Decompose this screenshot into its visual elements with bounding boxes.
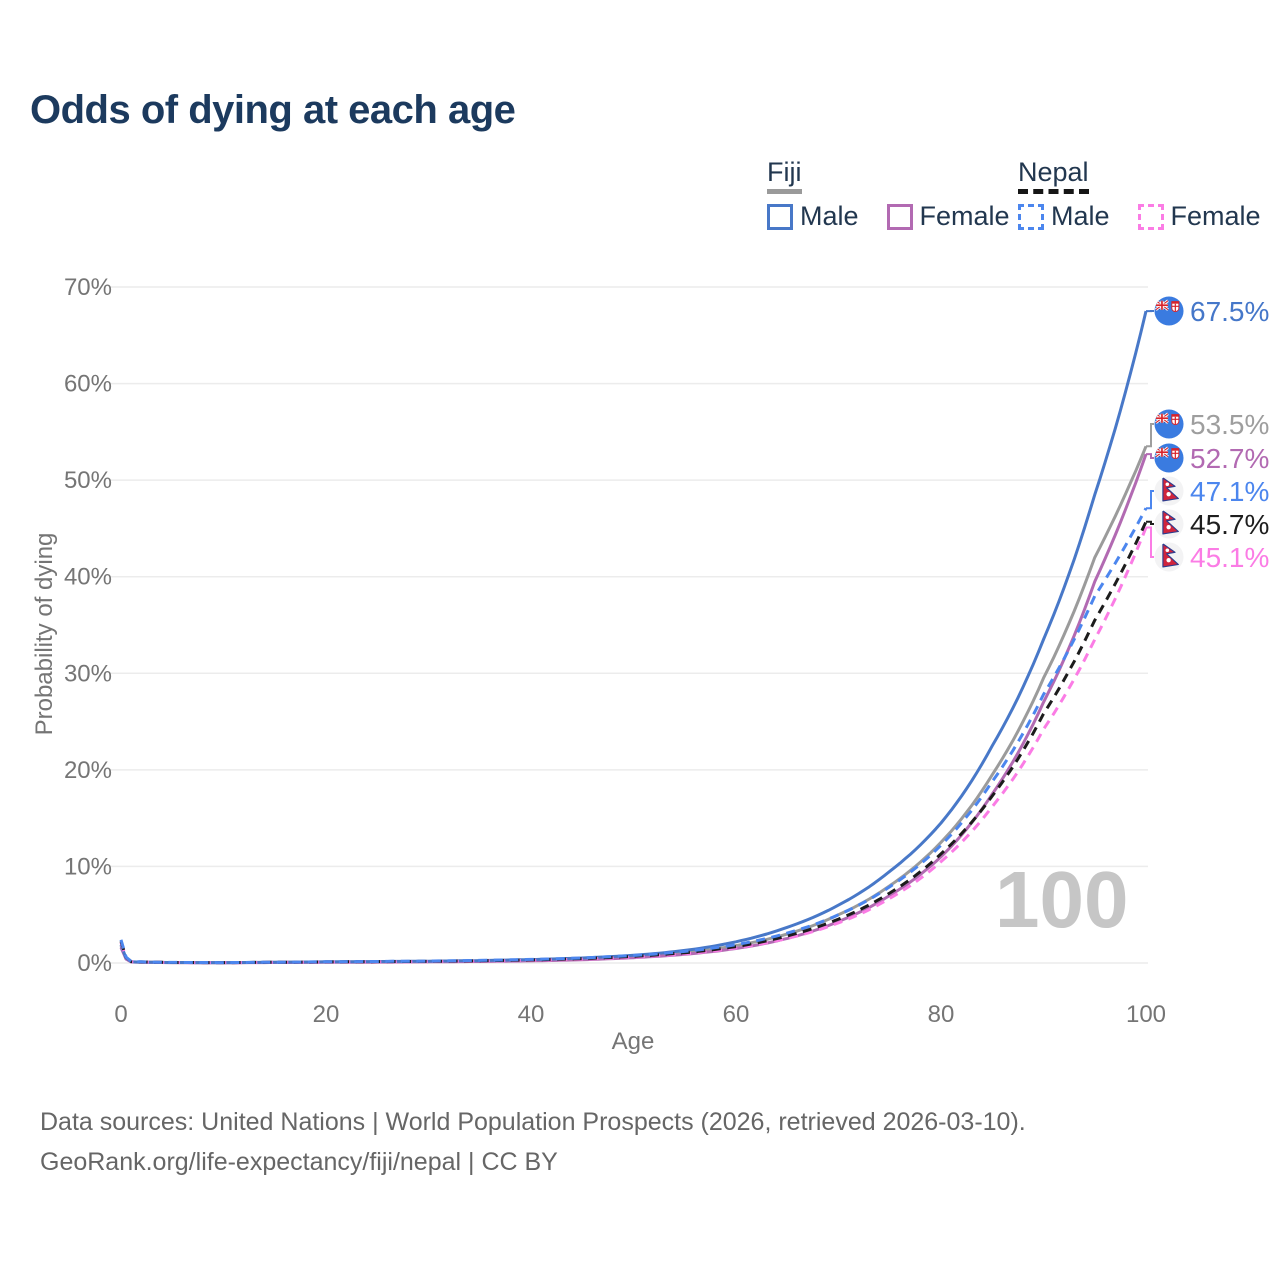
end-value-label-nepal-female: 45.1%	[1190, 542, 1269, 573]
legend-item-nepal-female[interactable]: Female	[1170, 201, 1261, 231]
curve-fiji-both	[119, 445, 1148, 965]
nepal-male-swatch-icon[interactable]	[1018, 203, 1044, 230]
nepal-flag-icon	[1154, 509, 1184, 539]
nepal-flag-icon	[1154, 476, 1184, 506]
nepal-flag-icon	[1154, 542, 1184, 572]
y-tick-label: 20%	[64, 757, 112, 784]
nepal-female-swatch-icon[interactable]	[1137, 203, 1164, 230]
legend-item-fiji-male[interactable]: Male	[800, 201, 859, 231]
curve-nepal-male	[119, 507, 1148, 965]
legend-group-nepal: Nepal Male Female	[1018, 157, 1280, 232]
x-tick-label: 100	[1126, 1001, 1166, 1028]
x-tick-label: 20	[313, 1001, 340, 1028]
end-value-label-nepal-male: 47.1%	[1190, 476, 1269, 507]
x-tick-label: 60	[723, 1001, 750, 1028]
footer: Data sources: United Nations | World Pop…	[40, 1102, 1026, 1182]
x-tick-label: 40	[518, 1001, 545, 1028]
label-connector	[1146, 423, 1154, 448]
y-tick-label: 0%	[77, 950, 112, 977]
curve-nepal-both	[119, 521, 1148, 965]
x-tick-label: 80	[928, 1001, 955, 1028]
legend-country-nepal: Nepal	[1018, 157, 1089, 194]
legend-country-fiji: Fiji	[767, 157, 802, 194]
footer-attribution: GeoRank.org/life-expectancy/fiji/nepal |…	[40, 1148, 558, 1176]
y-tick-label: 50%	[64, 467, 112, 494]
end-value-label-fiji-both: 53.5%	[1190, 409, 1269, 440]
y-axis-title: Probability of dying	[31, 533, 58, 736]
y-tick-label: 70%	[64, 274, 112, 301]
legend-group-fiji: Fiji Male Female	[767, 157, 1038, 232]
y-tick-label: 10%	[64, 853, 112, 880]
legend-item-fiji-female[interactable]: Female	[919, 201, 1010, 231]
x-tick-label: 0	[114, 1001, 127, 1028]
label-connector	[1146, 453, 1154, 459]
age-counter-watermark: 100	[995, 855, 1129, 944]
label-connector	[1146, 526, 1154, 558]
curve-nepal-female	[119, 526, 1148, 965]
fiji-flag-icon	[1154, 296, 1184, 326]
end-value-label-fiji-female: 52.7%	[1190, 443, 1269, 474]
chart-title: Odds of dying at each age	[30, 88, 516, 132]
fiji-flag-icon	[1154, 409, 1184, 439]
end-value-label-fiji-male: 67.5%	[1190, 296, 1269, 327]
y-tick-label: 40%	[64, 564, 112, 591]
x-axis-title: Age	[612, 1028, 655, 1055]
curve-fiji-female	[119, 453, 1148, 965]
fiji-flag-icon	[1154, 443, 1184, 473]
label-connector	[1146, 490, 1154, 510]
label-connector	[1146, 520, 1154, 525]
y-tick-label: 30%	[64, 660, 112, 687]
end-value-label-nepal-both: 45.7%	[1190, 509, 1269, 540]
footer-data-sources: Data sources: United Nations | World Pop…	[40, 1108, 1026, 1136]
legend-item-nepal-male[interactable]: Male	[1051, 201, 1110, 231]
y-tick-label: 60%	[64, 371, 112, 398]
fiji-female-swatch-icon[interactable]	[886, 203, 913, 230]
fiji-male-swatch-icon[interactable]	[767, 203, 793, 230]
curve-fiji-male	[119, 310, 1148, 965]
